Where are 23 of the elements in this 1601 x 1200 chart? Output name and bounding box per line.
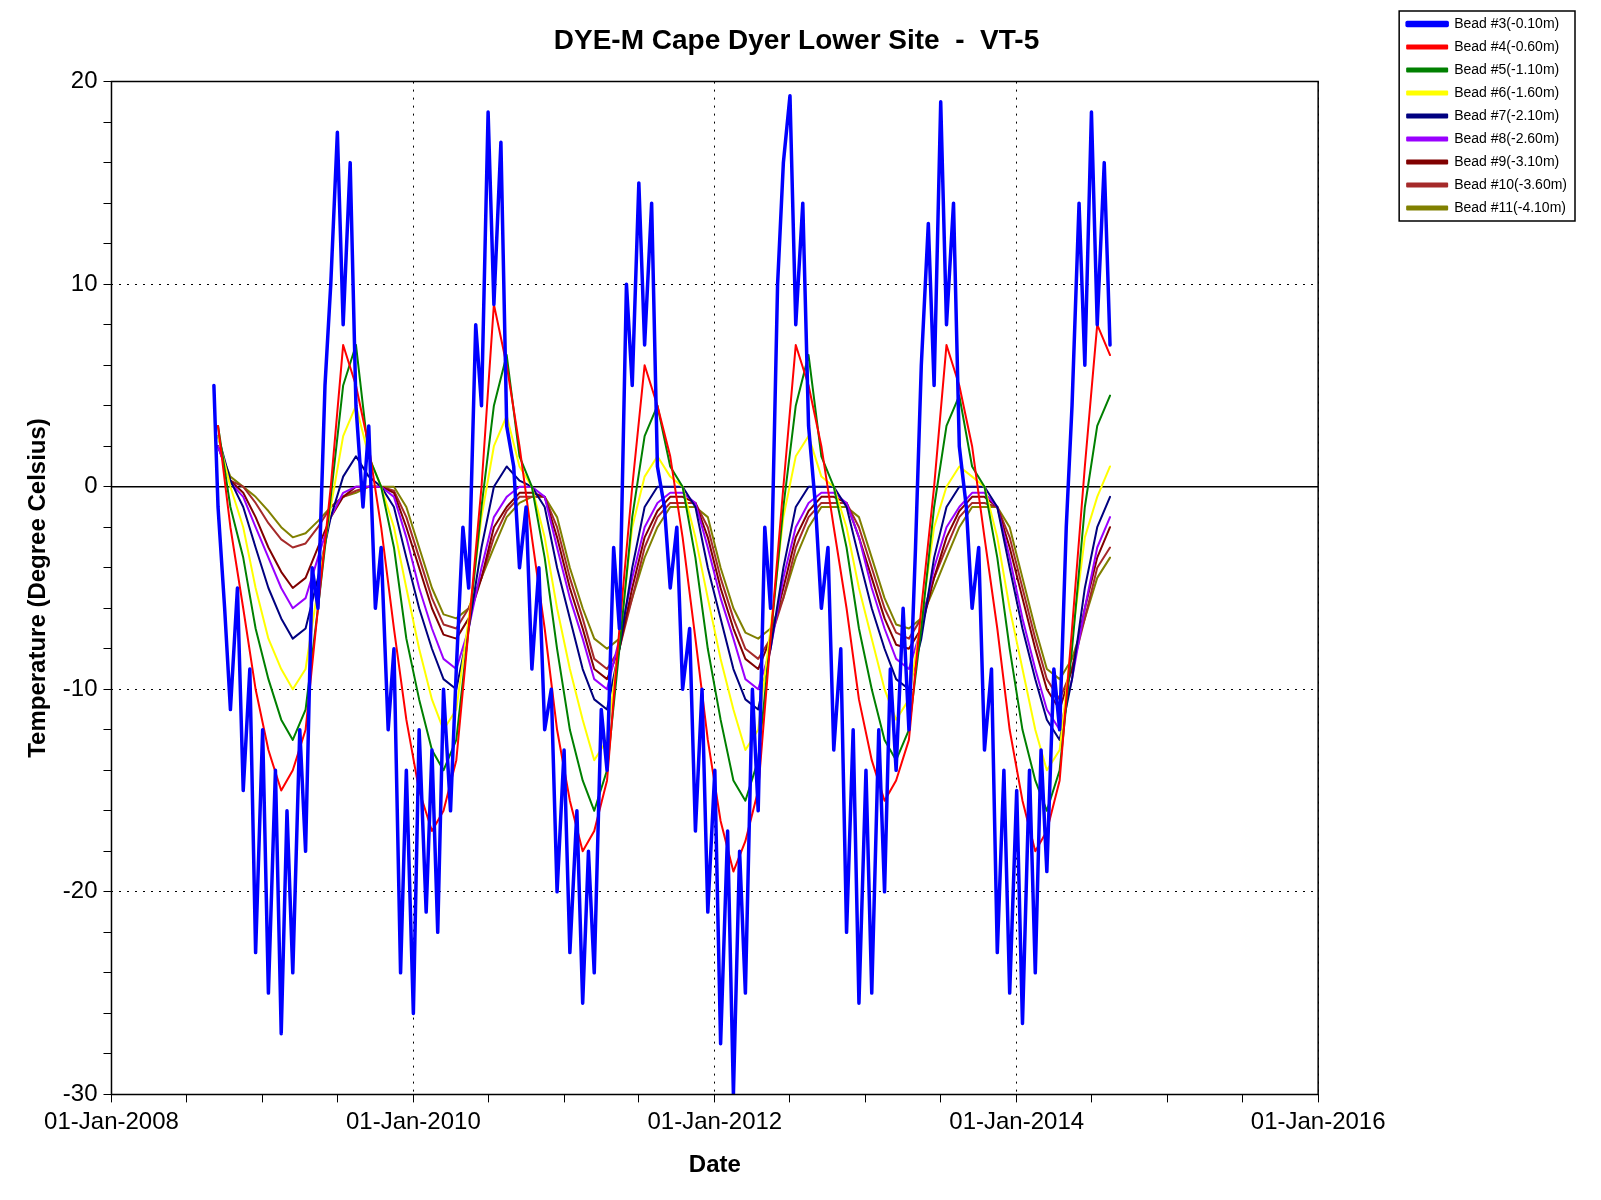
y-tick-label: 0 <box>84 471 98 499</box>
y-tick-label: -20 <box>62 876 98 904</box>
legend-label: Bead #10(-3.60m) <box>1454 175 1567 192</box>
y-tick-label: -30 <box>62 1079 98 1107</box>
legend-label: Bead #5(-1.10m) <box>1454 60 1560 77</box>
x-tick-label: 01-Jan-2010 <box>345 1107 481 1135</box>
x-tick-label: 01-Jan-2012 <box>647 1107 783 1135</box>
legend-label: Bead #9(-3.10m) <box>1454 152 1560 169</box>
y-tick-label: 10 <box>70 268 98 296</box>
legend-label: Bead #4(-0.60m) <box>1454 37 1560 54</box>
legend-label: Bead #8(-2.60m) <box>1454 129 1560 146</box>
legend-label: Bead #3(-0.10m) <box>1454 14 1560 31</box>
legend-label: Bead #11(-4.10m) <box>1454 198 1566 215</box>
x-tick-label: 01-Jan-2008 <box>44 1107 179 1135</box>
y-tick-label: 20 <box>70 66 98 94</box>
y-axis-title: Temperature (Degree Celsius) <box>23 418 51 758</box>
legend-label: Bead #7(-2.10m) <box>1454 106 1560 123</box>
x-tick-label: 01-Jan-2016 <box>1250 1107 1386 1135</box>
chart-title: DYE-M Cape Dyer Lower Site - VT-5 <box>553 23 1040 55</box>
legend-label: Bead #6(-1.60m) <box>1454 83 1560 100</box>
x-axis-title: Date <box>688 1150 741 1178</box>
x-tick-label: 01-Jan-2014 <box>949 1107 1085 1135</box>
y-tick-label: -10 <box>62 673 98 701</box>
